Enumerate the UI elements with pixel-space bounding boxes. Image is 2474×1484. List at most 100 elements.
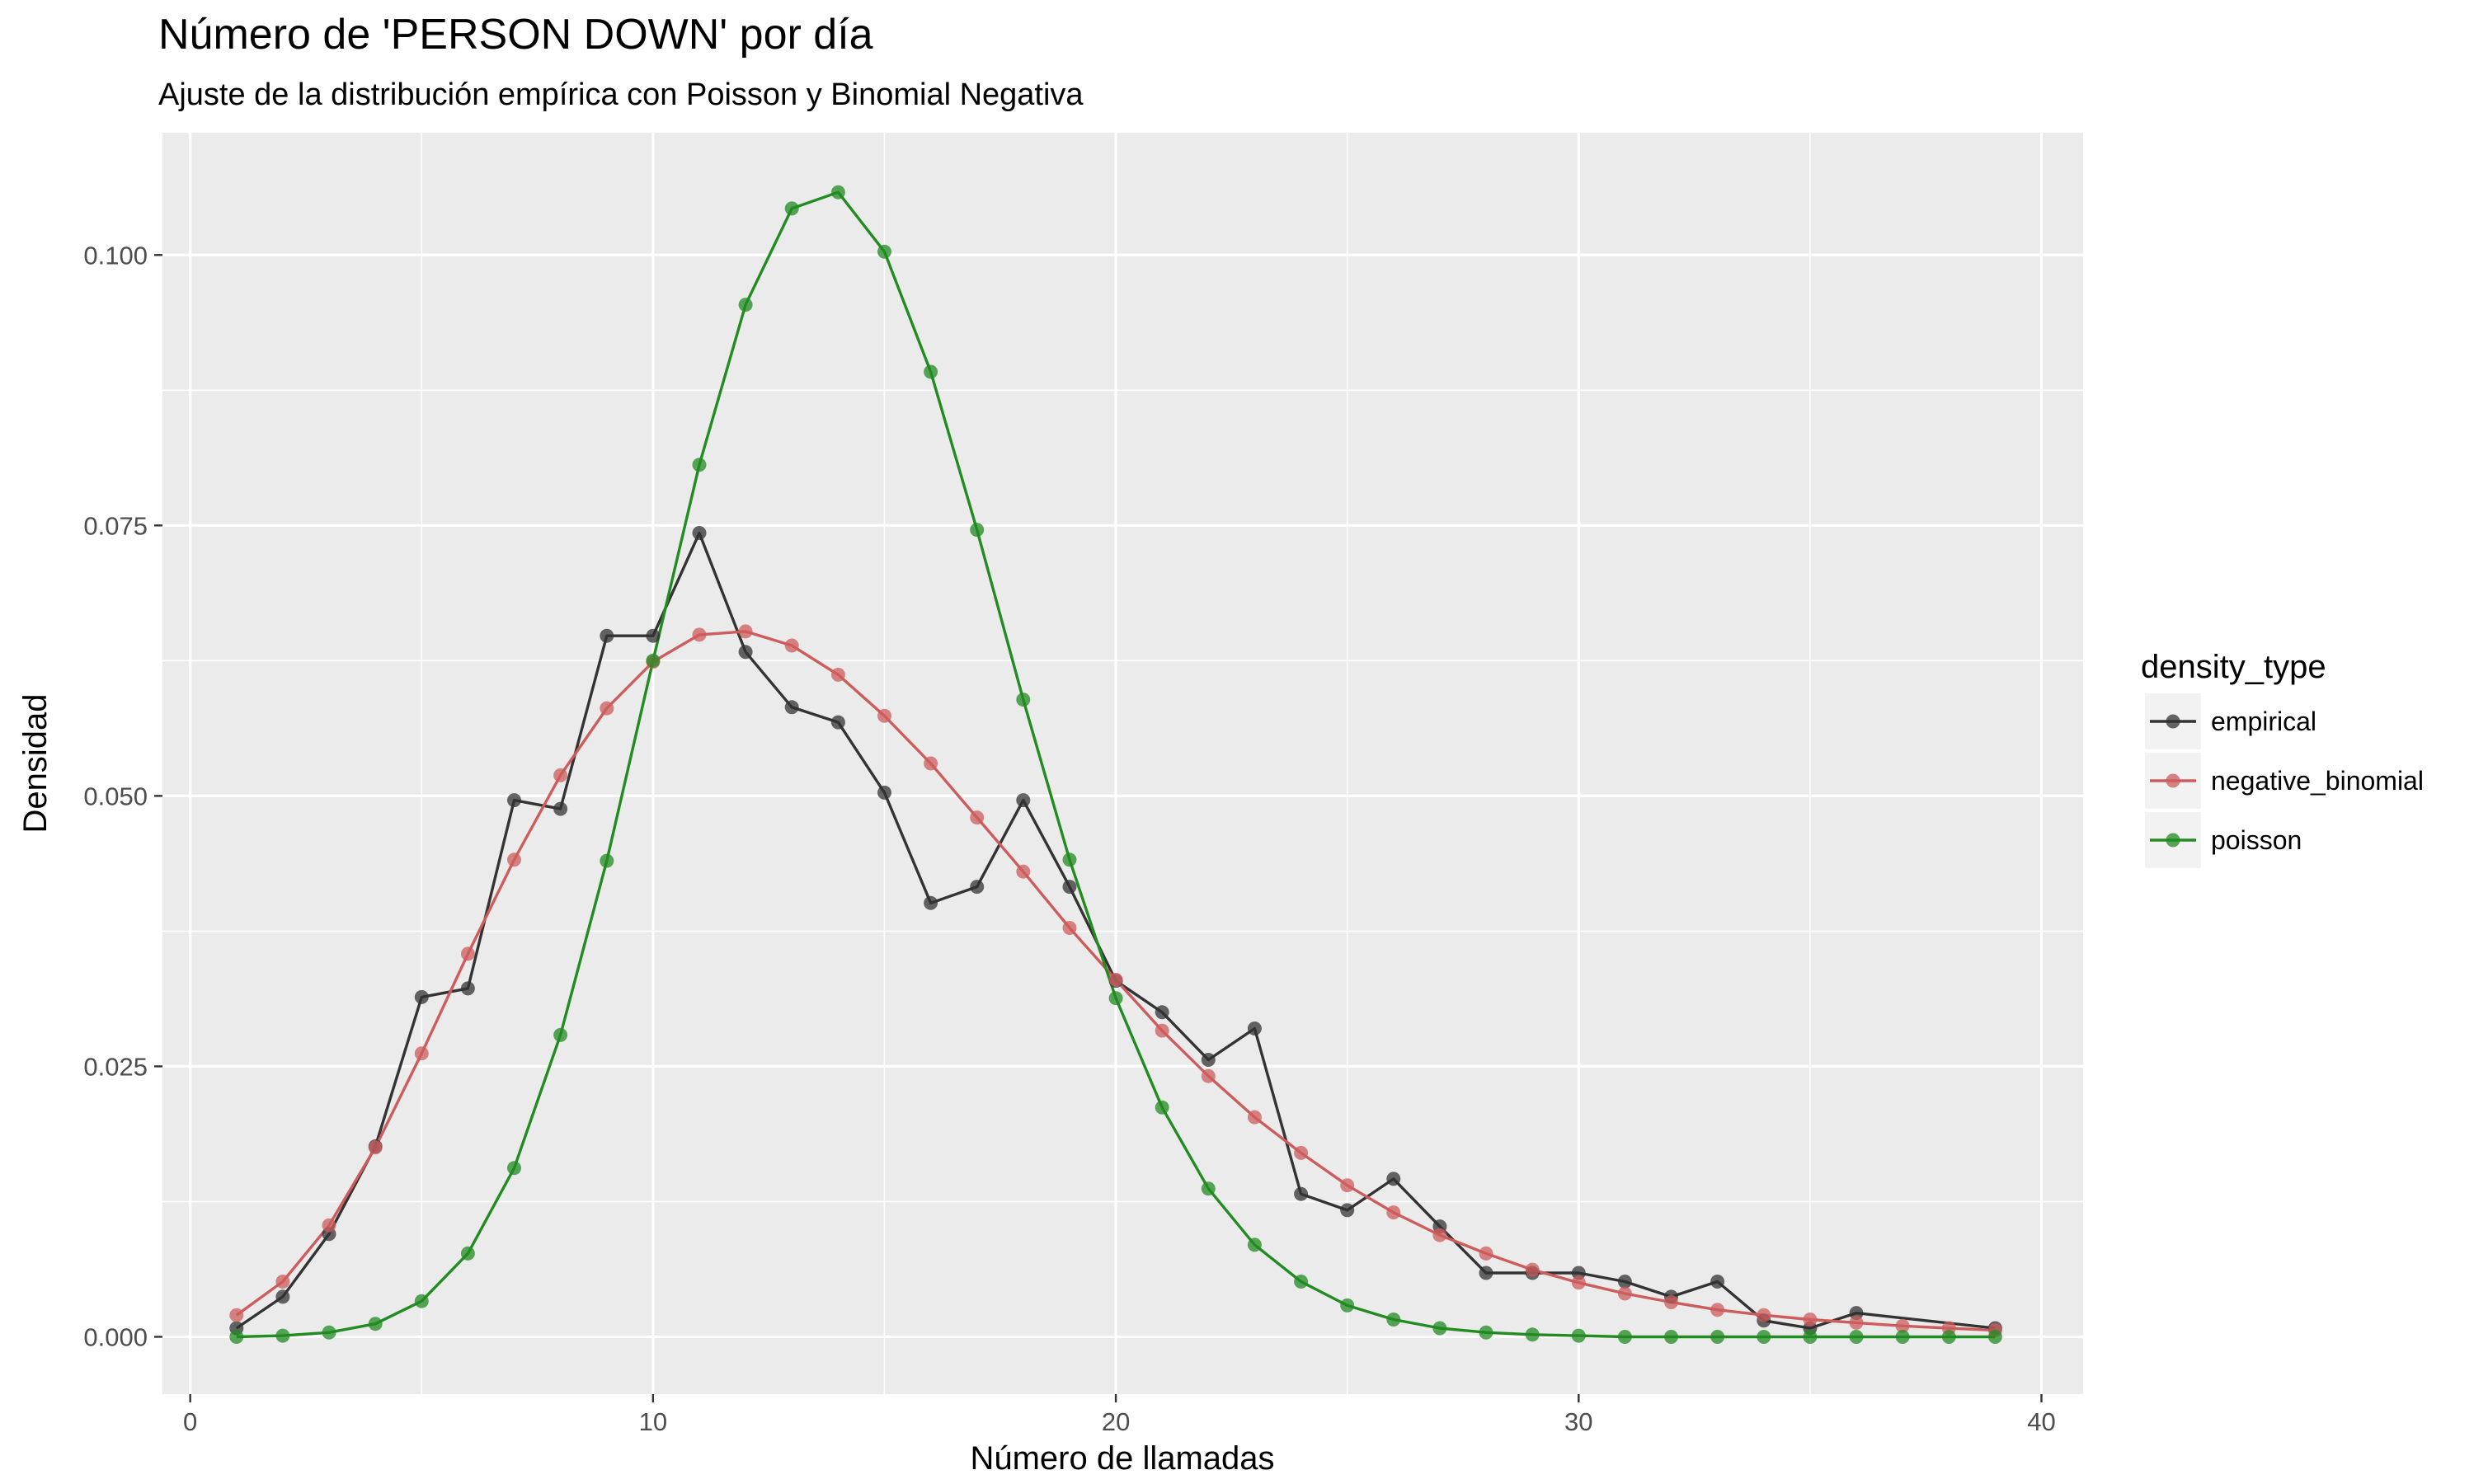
data-point xyxy=(460,1246,475,1261)
data-point xyxy=(507,793,521,808)
data-point xyxy=(830,185,845,200)
x-tick-label: 20 xyxy=(1102,1407,1130,1436)
data-point xyxy=(738,645,753,660)
data-point xyxy=(1062,852,1077,867)
data-point xyxy=(1386,1205,1401,1220)
data-point xyxy=(1525,1327,1540,1342)
data-point xyxy=(1479,1266,1493,1280)
y-tick-label: 0.100 xyxy=(83,241,148,270)
data-point xyxy=(1525,1262,1540,1277)
x-tick-label: 40 xyxy=(2027,1407,2055,1436)
data-point xyxy=(784,700,799,715)
data-point xyxy=(460,946,475,961)
data-point xyxy=(1987,1330,2002,1344)
x-tick-label: 0 xyxy=(183,1407,197,1436)
data-point xyxy=(1664,1295,1678,1309)
data-point xyxy=(368,1140,383,1155)
data-point xyxy=(1432,1321,1447,1336)
data-point xyxy=(1016,693,1031,707)
data-point xyxy=(229,1308,244,1322)
data-point xyxy=(1710,1303,1725,1317)
data-point xyxy=(1340,1178,1355,1193)
data-point xyxy=(1016,864,1031,879)
data-point xyxy=(1757,1330,1771,1344)
series-layer xyxy=(229,185,2002,1344)
data-point xyxy=(1664,1330,1678,1344)
data-point xyxy=(229,1330,244,1344)
data-point xyxy=(1849,1306,1864,1321)
data-point xyxy=(877,785,891,800)
data-point xyxy=(1803,1330,1818,1344)
data-point xyxy=(738,298,753,312)
data-point xyxy=(600,701,614,716)
data-point xyxy=(322,1325,336,1340)
data-point xyxy=(970,810,985,825)
data-point xyxy=(600,628,614,643)
x-tick-label: 10 xyxy=(639,1407,667,1436)
data-point xyxy=(414,1046,429,1061)
data-point xyxy=(275,1328,290,1343)
legend-key-point xyxy=(2166,833,2180,848)
data-point xyxy=(877,708,891,723)
data-point xyxy=(924,895,938,910)
y-tick-label: 0.050 xyxy=(83,782,148,810)
data-point xyxy=(1479,1325,1493,1340)
data-point xyxy=(924,364,938,379)
data-point xyxy=(1294,1186,1309,1201)
legend-key-point xyxy=(2166,773,2180,788)
data-point xyxy=(784,201,799,216)
legend-title: density_type xyxy=(2141,649,2326,685)
y-tick-label: 0.075 xyxy=(83,511,148,540)
legend-label-empirical: empirical xyxy=(2211,707,2316,736)
data-point xyxy=(1062,921,1077,935)
y-axis-title: Densidad xyxy=(17,693,54,833)
data-point xyxy=(646,628,661,643)
data-point xyxy=(1155,1023,1169,1038)
data-point xyxy=(830,667,845,682)
chart-subtitle: Ajuste de la distribución empírica con P… xyxy=(158,77,1084,112)
data-point xyxy=(414,1294,429,1308)
data-point xyxy=(970,523,985,538)
data-point xyxy=(646,653,661,668)
data-point xyxy=(1247,1021,1262,1036)
axis-labels: 0 10 20 30 40 0.000 0.025 0.050 0.075 0.100 xyxy=(83,241,2055,1436)
data-point xyxy=(1849,1315,1864,1330)
data-point xyxy=(414,989,429,1004)
data-point xyxy=(1201,1053,1216,1067)
data-point xyxy=(1340,1298,1355,1313)
data-point xyxy=(1479,1246,1493,1261)
data-point xyxy=(553,1027,568,1042)
data-point xyxy=(322,1218,336,1233)
data-point xyxy=(1108,991,1123,1006)
legend-label-negative_binomial: negative_binomial xyxy=(2211,766,2424,796)
data-point xyxy=(553,768,568,782)
chart-title: Número de 'PERSON DOWN' por día xyxy=(158,11,873,59)
data-point xyxy=(1571,1328,1586,1343)
data-point xyxy=(877,244,891,259)
data-point xyxy=(275,1289,290,1304)
data-point xyxy=(1294,1145,1309,1160)
x-tick-label: 30 xyxy=(1564,1407,1592,1436)
data-point xyxy=(1941,1330,1956,1344)
legend-label-poisson: poisson xyxy=(2211,825,2302,855)
data-point xyxy=(1617,1275,1632,1289)
data-point xyxy=(1108,972,1123,987)
data-point xyxy=(1155,1100,1169,1115)
data-point xyxy=(1016,793,1031,808)
data-point xyxy=(1617,1286,1632,1301)
data-point xyxy=(1062,880,1077,895)
data-point xyxy=(924,756,938,771)
data-point xyxy=(553,801,568,816)
data-point xyxy=(1432,1228,1447,1242)
series-points-negative_binomial xyxy=(229,624,2002,1338)
data-point xyxy=(1710,1330,1725,1344)
grid-major xyxy=(162,133,2083,1394)
data-point xyxy=(1340,1203,1355,1218)
data-point xyxy=(692,526,707,540)
y-tick-label: 0.000 xyxy=(83,1322,148,1351)
data-point xyxy=(507,852,521,867)
data-point xyxy=(600,853,614,868)
data-point xyxy=(1757,1308,1771,1322)
